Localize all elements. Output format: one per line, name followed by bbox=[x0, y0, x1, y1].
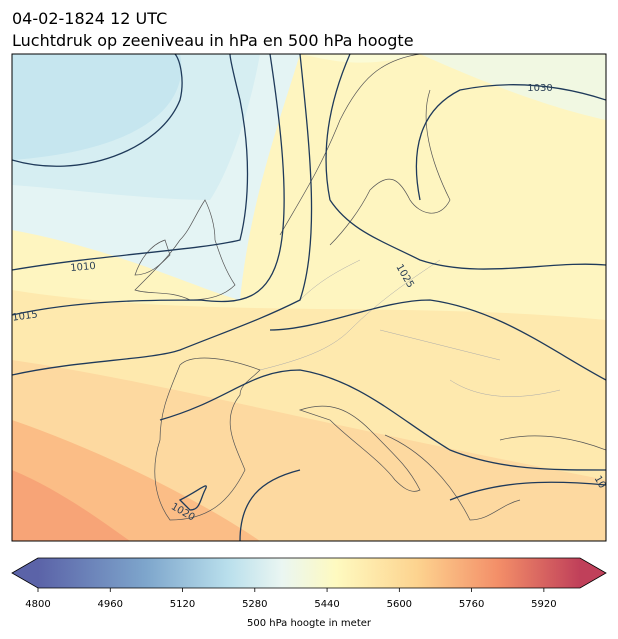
map bbox=[12, 54, 606, 541]
colorbar bbox=[11, 557, 607, 589]
title: 04-02-1824 12 UTC bbox=[12, 9, 167, 28]
colorbar-tick-label: 5920 bbox=[531, 599, 556, 610]
contour-label: 1015 bbox=[12, 309, 39, 323]
colorbar-tick-label: 4960 bbox=[98, 599, 123, 610]
colorbar-tick-label: 5600 bbox=[387, 599, 412, 610]
contour-label: 1030 bbox=[527, 83, 552, 94]
colorbar-tick-label: 4800 bbox=[25, 599, 50, 610]
colorbar-tick-label: 5120 bbox=[170, 599, 195, 610]
contour-label: 1010 bbox=[70, 261, 96, 274]
map-frame bbox=[11, 53, 607, 542]
colorbar-tick-label: 5280 bbox=[242, 599, 267, 610]
colorbar-label: 500 hPa hoogte in meter bbox=[247, 618, 372, 629]
colorbar-tick-label: 5760 bbox=[459, 599, 484, 610]
subtitle: Luchtdruk op zeeniveau in hPa en 500 hPa… bbox=[12, 31, 414, 50]
colorbar-tick-label: 5440 bbox=[314, 599, 339, 610]
